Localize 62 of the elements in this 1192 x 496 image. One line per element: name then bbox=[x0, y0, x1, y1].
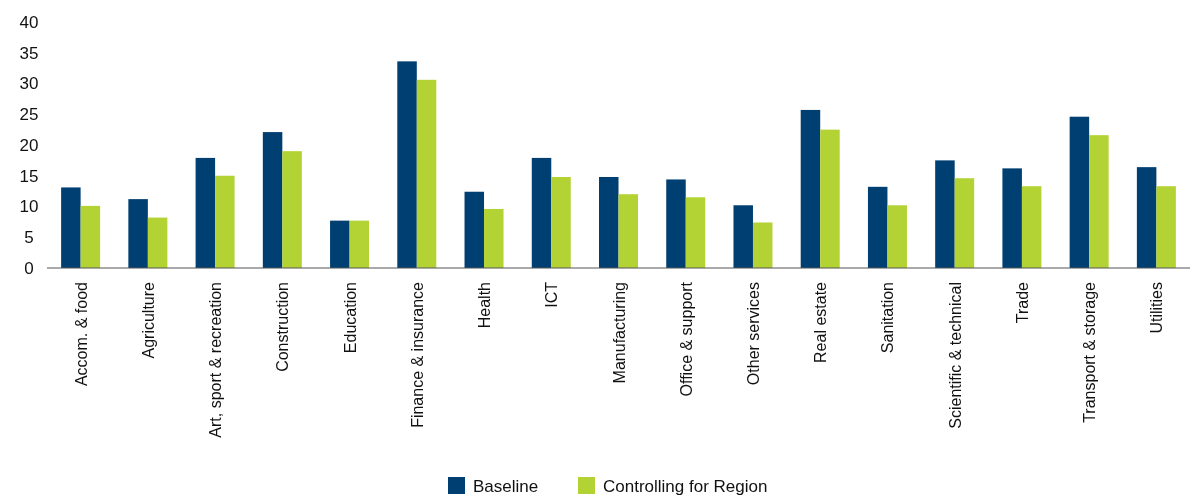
x-tick-label: Utilities bbox=[1148, 282, 1166, 334]
bar bbox=[887, 205, 907, 268]
bar bbox=[618, 194, 638, 268]
bar bbox=[128, 199, 148, 268]
y-tick-label: 5 bbox=[24, 228, 34, 248]
bar bbox=[349, 220, 370, 268]
bar bbox=[531, 157, 552, 268]
x-tick-label: Agriculture bbox=[139, 281, 157, 359]
x-tick-label: Transport & storage bbox=[1081, 281, 1099, 423]
bar bbox=[752, 222, 773, 268]
x-tick-label: Education bbox=[341, 282, 359, 354]
legend-label: Controlling for Region bbox=[603, 476, 768, 496]
x-tick-label: Scientific & technical bbox=[946, 282, 964, 429]
x-tick-label: Health bbox=[476, 282, 494, 329]
y-tick-label: 30 bbox=[19, 74, 39, 94]
bar bbox=[733, 205, 753, 268]
x-tick-label: Trade bbox=[1013, 281, 1031, 324]
bar bbox=[464, 191, 485, 268]
bar bbox=[1089, 135, 1109, 268]
x-tick-label: ICT bbox=[543, 281, 561, 308]
bar bbox=[867, 186, 888, 268]
bar bbox=[954, 178, 975, 268]
bar bbox=[666, 179, 686, 268]
x-tick-label: Real estate bbox=[812, 281, 830, 363]
bar bbox=[1021, 186, 1042, 268]
bar bbox=[1002, 168, 1022, 268]
bar bbox=[685, 197, 706, 268]
x-tick-label: Other services bbox=[744, 282, 762, 386]
bar bbox=[820, 129, 840, 268]
y-tick-label: 10 bbox=[19, 197, 39, 217]
bar bbox=[80, 205, 101, 268]
x-tick-label: Construction bbox=[274, 282, 292, 372]
x-tick-label: Sanitation bbox=[879, 282, 897, 354]
y-tick-label: 40 bbox=[19, 12, 39, 32]
bar bbox=[282, 151, 302, 268]
bar bbox=[1136, 167, 1157, 268]
bar bbox=[484, 208, 504, 268]
bar bbox=[800, 109, 821, 268]
bar bbox=[61, 187, 81, 268]
y-tick-label: 35 bbox=[19, 43, 39, 63]
bar bbox=[195, 157, 216, 268]
bar bbox=[262, 132, 283, 268]
legend-label: Baseline bbox=[473, 476, 539, 496]
bar bbox=[147, 217, 168, 268]
bar bbox=[397, 61, 417, 268]
bar bbox=[416, 79, 437, 268]
x-tick-label: Office & support bbox=[677, 281, 695, 397]
x-tick-label: Finance & insurance bbox=[408, 281, 426, 428]
bar bbox=[1156, 186, 1176, 268]
bar bbox=[551, 176, 571, 268]
bar bbox=[935, 160, 955, 268]
y-tick-label: 25 bbox=[19, 105, 39, 125]
x-tick-label: Manufacturing bbox=[610, 282, 628, 384]
x-tick-label: Art, sport & recreation bbox=[207, 282, 225, 438]
y-tick-label: 15 bbox=[19, 166, 39, 186]
bar bbox=[1069, 116, 1090, 268]
bar bbox=[330, 220, 350, 268]
y-tick-label: 0 bbox=[24, 258, 34, 278]
y-tick-label: 20 bbox=[19, 135, 39, 155]
x-tick-label: Accom. & food bbox=[72, 282, 90, 387]
bar bbox=[599, 176, 619, 268]
bar bbox=[215, 175, 235, 268]
